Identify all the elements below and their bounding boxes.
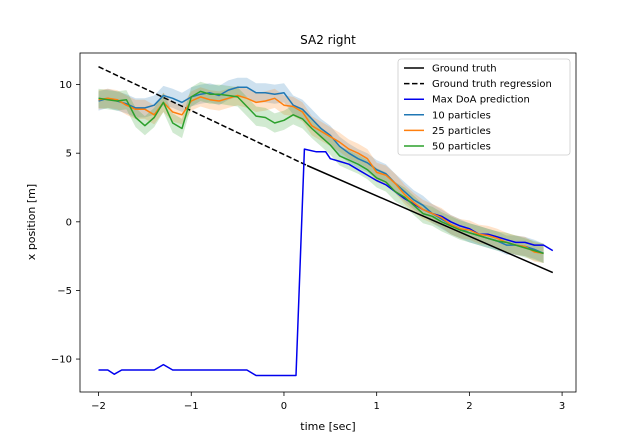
series-line-max_doa: [98, 148, 554, 377]
legend-label-ground_truth_regression: Ground truth regression: [432, 79, 552, 90]
series-line-p25: [98, 94, 544, 255]
x-tick-label: 0: [281, 401, 287, 412]
series-line-p50: [98, 90, 544, 255]
y-tick-label: −5: [57, 286, 72, 297]
x-tick-label: 3: [559, 401, 565, 412]
x-tick-label: 1: [373, 401, 379, 412]
x-tick-label: −2: [91, 401, 106, 412]
x-axis-ticks: −2 −1 0 1 2 3: [91, 392, 565, 412]
y-tick-label: 10: [59, 80, 72, 91]
x-tick-label: −1: [184, 401, 199, 412]
chart-title: SA2 right: [300, 33, 356, 47]
series-line-ground_truth: [306, 164, 554, 274]
y-tick-label: 5: [66, 149, 72, 160]
series-lines: [98, 66, 554, 377]
legend-label-p50: 50 particles: [432, 142, 491, 153]
legend-label-p25: 25 particles: [432, 126, 491, 137]
y-tick-label: 0: [66, 217, 72, 228]
legend-label-p10: 10 particles: [432, 110, 491, 121]
y-axis-label: x position [m]: [25, 184, 38, 260]
y-axis-ticks: −10 −5 0 5 10: [51, 80, 80, 366]
x-tick-label: 2: [466, 401, 472, 412]
y-tick-label: −10: [51, 355, 72, 366]
plot-area-frame: [79, 52, 577, 393]
legend-label-max_doa: Max DoA prediction: [432, 95, 530, 106]
band-p50: [98, 81, 544, 263]
legend-box: [397, 58, 571, 156]
legend: Ground truth Ground truth regression Max D…: [397, 58, 571, 156]
legend-label-ground_truth: Ground truth: [432, 64, 497, 75]
x-axis-label: time [sec]: [300, 420, 355, 433]
band-p25: [98, 85, 544, 264]
series-line-ground_truth_regression: [98, 66, 308, 167]
